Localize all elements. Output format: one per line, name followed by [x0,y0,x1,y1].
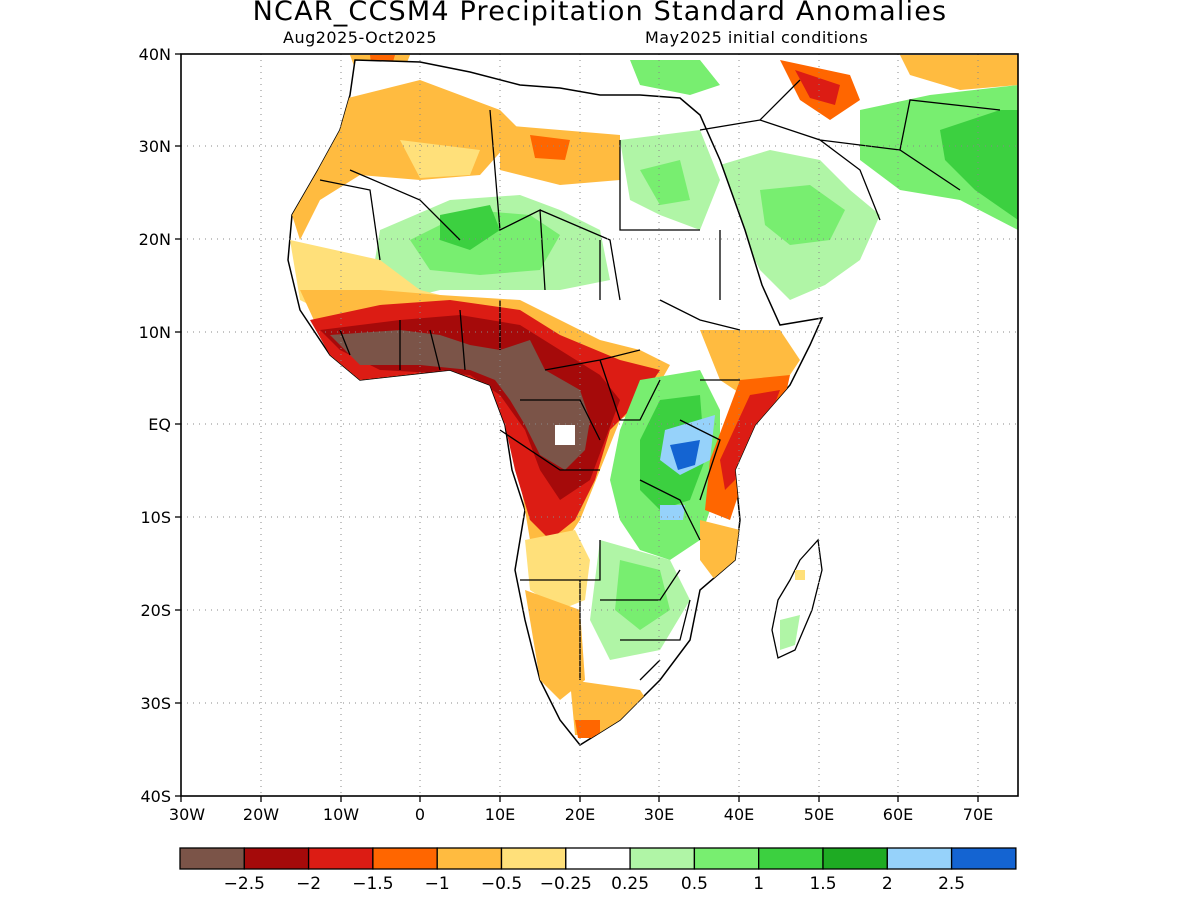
anomaly-green-iran-dark [940,110,1018,220]
anomaly-white-congo [555,425,575,445]
anomaly-lightblue-malawi [660,505,685,520]
anomaly-yellow-madagascar [795,570,805,580]
lon-label-0: 0 [415,805,425,824]
anomaly-blue-victoria [670,440,700,470]
country-borders-north [319,109,721,301]
anomaly-darkred-caspian [795,70,840,105]
colorbar-label: −2.5 [224,874,265,894]
lat-label-10n: 10N [139,323,171,342]
lon-tick-marks [180,796,979,802]
lon-label-30e: 30E [644,805,674,824]
lon-label-50e: 50E [804,805,834,824]
lon-tick-labels: 30W 20W 10W 0 10E 20E 30E 40E 50E 60E 70… [169,805,993,824]
colorbar-swatches [179,847,1017,870]
anomaly-yellow-south [525,530,590,610]
colorbar-label: −2 [296,874,321,894]
colorbar: −2.5 −2 −1.5 −1 −0.5 −0.25 0.25 0.5 1 1.5 2 2.5 [179,847,1017,894]
colorbar-swatch [693,847,760,870]
colorbar-label: −1 [425,874,450,894]
lat-label-10s: 10S [140,508,171,527]
colorbar-labels: −2.5 −2 −1.5 −1 −0.5 −0.25 0.25 0.5 1 1.5 2 2.5 [224,874,965,894]
colorbar-label: 0.25 [611,874,649,894]
colorbar-swatch [886,847,953,870]
colorbar-swatch [179,847,245,870]
country-borders-east [639,299,741,541]
lat-label-40n: 40N [139,45,171,64]
colorbar-swatch [436,847,503,870]
colorbar-swatch [500,847,567,870]
colorbar-swatch [822,847,888,870]
map-border [180,53,1019,797]
lat-tick-labels: 40N 30N 20N 10N EQ 10S 20S 30S 40S [139,45,171,806]
anomaly-green-madagascar [780,615,800,650]
anomaly-green-egypt-mid [640,160,690,205]
anomaly-brown-central [330,330,590,470]
anomaly-green-arabia-mid [760,185,845,245]
lon-label-70e: 70E [963,805,993,824]
colorbar-label: 0.5 [681,874,708,894]
lat-label-eq: EQ [148,415,171,434]
lat-label-20n: 20N [139,230,171,249]
anomaly-green-southeast-mid [615,560,670,630]
lon-label-60e: 60E [883,805,913,824]
anomaly-green-sahel-dark [440,205,500,250]
colorbar-label: 2.5 [938,874,965,894]
forecast-period: Aug2025-Oct2025 [283,28,438,47]
colorbar-swatch [758,847,824,870]
lon-label-30w: 30W [169,805,205,824]
lon-label-10w: 10W [323,805,359,824]
lon-label-20w: 20W [243,805,279,824]
lon-label-10e: 10E [485,805,515,824]
country-borders-central [499,349,661,471]
anomaly-red-libya [530,135,570,160]
middle-east-region [350,55,1018,320]
initial-conditions: May2025 initial conditions [645,28,869,47]
lat-tick-marks [175,53,181,797]
lon-label-40e: 40E [724,805,754,824]
colorbar-swatch [243,847,310,870]
anomaly-orange-northwest [292,80,520,240]
colorbar-swatch [950,847,1017,870]
colorbar-swatch [372,847,438,870]
colorbar-label: −1.5 [352,874,393,894]
colorbar-label: −0.25 [540,874,592,894]
colorbar-swatch [565,847,631,870]
colorbar-swatch [629,847,696,870]
country-borders-middle-east [699,79,1001,221]
colorbar-swatch [307,847,374,870]
anomaly-green-mediterranean [630,60,720,95]
colorbar-label: 2 [882,874,893,894]
anomaly-red-cape [575,720,600,738]
lat-label-40s: 40S [140,787,171,806]
country-borders-west [339,300,501,371]
anomaly-orange-southwest [525,590,585,700]
map-title: NCAR_CCSM4 Precipitation Standard Anomal… [252,0,948,27]
anomaly-orange-turkey [900,55,1018,90]
lon-label-20e: 20E [565,805,595,824]
colorbar-label: 1 [753,874,764,894]
colorbar-label: 1.5 [809,874,836,894]
gridlines [181,54,1018,796]
lat-label-30n: 30N [139,137,171,156]
africa-anomalies [290,80,800,738]
colorbar-label: −0.5 [481,874,522,894]
lat-label-20s: 20S [140,601,171,620]
lat-label-30s: 30S [140,694,171,713]
